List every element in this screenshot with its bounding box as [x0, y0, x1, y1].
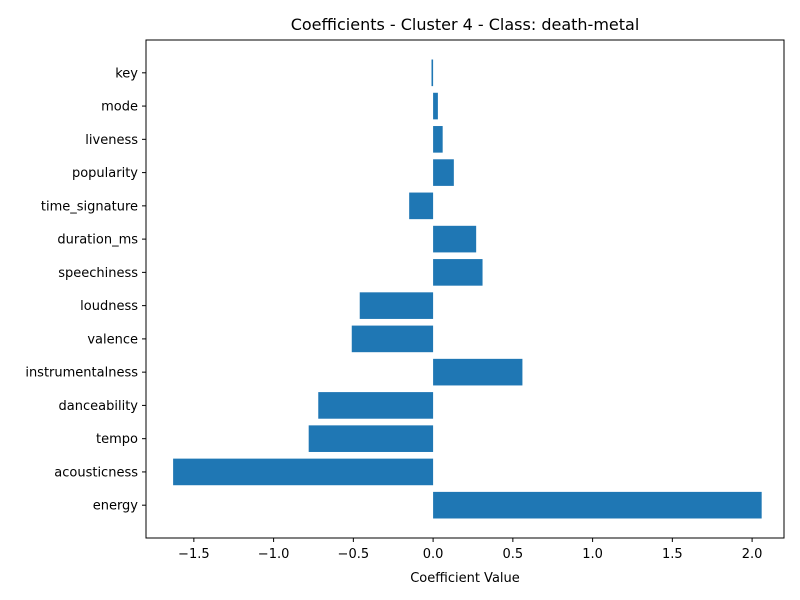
x-tick-label: −1.5: [178, 547, 210, 562]
y-axis: energy acousticness tempo danceability instr…: [25, 66, 146, 514]
bar-instrumentalness: [433, 358, 523, 386]
bar-valence: [351, 325, 434, 353]
bar-speechiness: [433, 259, 483, 286]
x-axis: −1.5 −1.0 −0.5 0.0 0.5 1.0 1.5 2.0: [178, 538, 762, 562]
x-tick-label: −1.0: [258, 547, 290, 562]
plot-frame: [145, 39, 785, 539]
x-tick-label: 2.0: [742, 547, 763, 562]
y-tick-label-key: key: [115, 66, 138, 81]
x-tick-label: −0.5: [338, 547, 370, 562]
chart-title: Coefficients - Cluster 4 - Class: death-…: [291, 15, 640, 34]
y-tick-label-tempo: tempo: [96, 432, 138, 447]
y-tick-label-danceability: danceability: [59, 399, 139, 414]
y-tick-label-time_signature: time_signature: [41, 199, 138, 214]
y-tick-label-speechiness: speechiness: [58, 266, 138, 281]
bar-energy: [433, 491, 762, 519]
bar-loudness: [359, 292, 434, 319]
bar-mode: [433, 92, 438, 120]
bar-danceability: [318, 392, 434, 419]
bar-duration_ms: [433, 225, 477, 253]
x-tick-label: 1.5: [662, 547, 683, 562]
y-tick-label-duration_ms: duration_ms: [57, 233, 138, 248]
y-tick-label-popularity: popularity: [72, 166, 138, 181]
bar-popularity: [433, 159, 454, 186]
x-tick-label: 1.0: [582, 547, 603, 562]
y-tick-label-mode: mode: [101, 100, 138, 115]
y-tick-label-acousticness: acousticness: [54, 465, 138, 480]
y-tick-label-energy: energy: [93, 499, 139, 514]
bar-key: [431, 59, 434, 87]
bar-liveness: [433, 126, 443, 153]
bar-time_signature: [409, 192, 434, 220]
y-tick-label-instrumentalness: instrumentalness: [25, 366, 138, 381]
y-tick-label-valence: valence: [87, 332, 138, 347]
x-tick-label: 0.5: [503, 547, 524, 562]
bar-tempo: [308, 425, 434, 452]
y-tick-label-loudness: loudness: [80, 299, 138, 314]
y-tick-label-liveness: liveness: [85, 133, 138, 148]
x-tick-label: 0.0: [423, 547, 444, 562]
bar-acousticness: [173, 458, 434, 486]
bars-layer: [173, 59, 762, 519]
x-axis-label: Coefficient Value: [410, 571, 520, 586]
